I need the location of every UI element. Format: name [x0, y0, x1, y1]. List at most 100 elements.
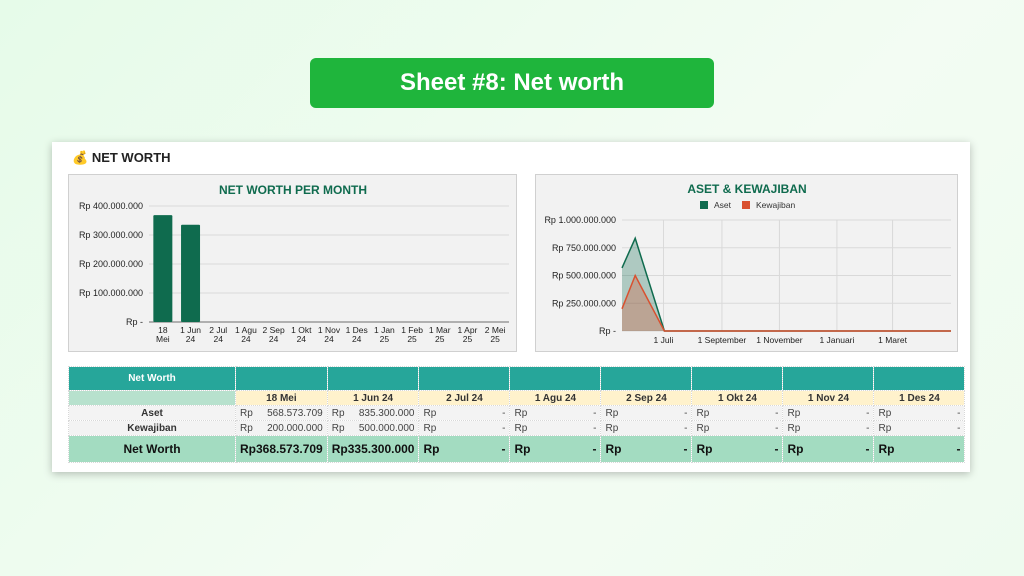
total-cell[interactable]: Rp -: [418, 435, 511, 463]
currency: Rp: [878, 422, 892, 434]
date-cell[interactable]: 1 Nov 24: [782, 390, 875, 406]
date-cell[interactable]: 1 Okt 24: [691, 390, 784, 406]
amount: 335.300.000: [347, 442, 415, 456]
amount: -: [775, 422, 779, 434]
value-cell[interactable]: Rp -: [509, 420, 602, 436]
header-empty-cell: [235, 366, 328, 391]
amount: -: [956, 442, 961, 456]
x-tick-label: 2 Sep 24: [263, 325, 285, 344]
amount: 368.573.709: [256, 442, 323, 456]
amount: 200.000.000: [267, 422, 323, 434]
y-tick-label: Rp -: [599, 326, 616, 336]
amount: -: [775, 407, 779, 419]
x-tick-label: 1 Januari: [819, 335, 854, 345]
sheet-title: 💰 NET WORTH: [72, 150, 171, 166]
currency: Rp: [787, 442, 804, 456]
total-cell[interactable]: Rp -: [691, 435, 784, 463]
value-cell[interactable]: Rp -: [600, 405, 693, 421]
table-row: Aset Rp 568.573.709 Rp 835.300.000 Rp - Rp - Rp - R…: [68, 405, 966, 421]
currency: Rp: [605, 422, 619, 434]
value-cell[interactable]: Rp 835.300.000: [326, 405, 420, 421]
amount: -: [866, 422, 870, 434]
amount: -: [865, 442, 870, 456]
x-tick-label: 2 Mei 25: [485, 325, 506, 344]
net-worth-bar-chart[interactable]: NET WORTH PER MONTH Rp - Rp 100.000.000 Rp …: [68, 174, 517, 352]
total-cell[interactable]: Rp335.300.000: [326, 435, 420, 463]
currency: Rp: [423, 422, 437, 434]
currency: Rp: [787, 422, 801, 434]
currency: Rp: [240, 422, 253, 434]
date-cell[interactable]: 2 Sep 24: [600, 390, 693, 406]
series-line-aset: [621, 236, 951, 332]
value-cell[interactable]: Rp -: [873, 420, 966, 436]
currency: Rp: [423, 442, 440, 456]
sheet-banner: Sheet #8: Net worth: [310, 58, 714, 108]
x-tick-label: 18 Mei: [156, 325, 170, 344]
value-cell[interactable]: Rp -: [873, 405, 966, 421]
header-empty-cell: [418, 366, 511, 391]
table-header-row: Net Worth: [68, 366, 966, 391]
date-cell[interactable]: 1 Jun 24: [326, 390, 420, 406]
net-worth-sheet: 💰 NET WORTH NET WORTH PER MONTH Rp - Rp 10…: [52, 142, 970, 472]
value-cell[interactable]: Rp -: [782, 420, 875, 436]
date-cell[interactable]: 1 Des 24: [873, 390, 966, 406]
chart-title: NET WORTH PER MONTH: [219, 183, 367, 197]
x-tick-label: 1 Okt 24: [291, 325, 312, 344]
value-cell[interactable]: Rp 200.000.000: [235, 420, 328, 436]
value-cell[interactable]: Rp 568.573.709: [235, 405, 328, 421]
y-tick-label: Rp 200.000.000: [79, 259, 143, 269]
series-area-kewajiban: [622, 275, 951, 331]
amount: 835.300.000: [358, 407, 415, 419]
value-cell[interactable]: Rp -: [418, 405, 511, 421]
date-cell[interactable]: 2 Jul 24: [418, 390, 511, 406]
currency: Rp: [514, 442, 531, 456]
amount: 568.573.709: [267, 407, 323, 419]
date-cell[interactable]: 1 Agu 24: [509, 390, 602, 406]
legend-swatch: [700, 201, 708, 209]
amount: -: [593, 407, 597, 419]
net-worth-table: Net Worth 18 Mei 1 Jun 24 2 Jul 24 1 Agu 24 2…: [68, 366, 966, 463]
total-cell[interactable]: Rp368.573.709: [235, 435, 328, 463]
x-tick-label: 1 Maret: [878, 335, 907, 345]
amount: -: [866, 407, 870, 419]
table-row: Kewajiban Rp 200.000.000 Rp 500.000.000 Rp - Rp…: [68, 420, 966, 436]
x-tick-label: 1 Mar 25: [429, 325, 451, 344]
amount: -: [957, 407, 961, 419]
total-row: Net Worth Rp368.573.709 Rp335.300.000 Rp - Rp…: [68, 435, 966, 463]
y-tick-label: Rp 750.000.000: [552, 243, 616, 253]
row-label: Kewajiban: [68, 420, 236, 436]
value-cell[interactable]: Rp 500.000.000: [326, 420, 420, 436]
x-tick-label: 1 Apr 25: [458, 325, 478, 344]
amount: 500.000.000: [358, 422, 415, 434]
total-cell[interactable]: Rp -: [600, 435, 693, 463]
currency: Rp: [514, 407, 528, 419]
asset-liability-area-chart[interactable]: ASET & KEWAJIBAN Aset Kewajiban Rp - Rp 250.…: [535, 174, 958, 352]
value-cell[interactable]: Rp -: [600, 420, 693, 436]
x-tick-label: 1 Juli: [654, 335, 674, 345]
total-cell[interactable]: Rp -: [873, 435, 966, 463]
currency: Rp: [696, 442, 713, 456]
value-cell[interactable]: Rp -: [509, 405, 602, 421]
header-empty-cell: [782, 366, 875, 391]
amount: -: [774, 442, 779, 456]
series-area-aset: [622, 238, 951, 331]
value-cell[interactable]: Rp -: [418, 420, 511, 436]
date-cell[interactable]: 18 Mei: [235, 390, 328, 406]
chart-title: ASET & KEWAJIBAN: [687, 182, 806, 196]
currency: Rp: [331, 407, 345, 419]
value-cell[interactable]: Rp -: [691, 405, 784, 421]
value-cell[interactable]: Rp -: [782, 405, 875, 421]
y-tick-label: Rp -: [126, 317, 143, 327]
x-tick-label: 1 Feb 25: [401, 325, 423, 344]
total-cell[interactable]: Rp -: [509, 435, 602, 463]
bar: [181, 224, 201, 322]
y-tick-label: Rp 250.000.000: [552, 298, 616, 308]
amount: -: [684, 407, 688, 419]
amount: -: [683, 442, 688, 456]
total-cell[interactable]: Rp -: [782, 435, 875, 463]
currency: Rp: [878, 407, 892, 419]
currency: Rp: [696, 407, 710, 419]
currency: Rp: [240, 407, 253, 419]
date-label-cell: [68, 390, 236, 406]
value-cell[interactable]: Rp -: [691, 420, 784, 436]
